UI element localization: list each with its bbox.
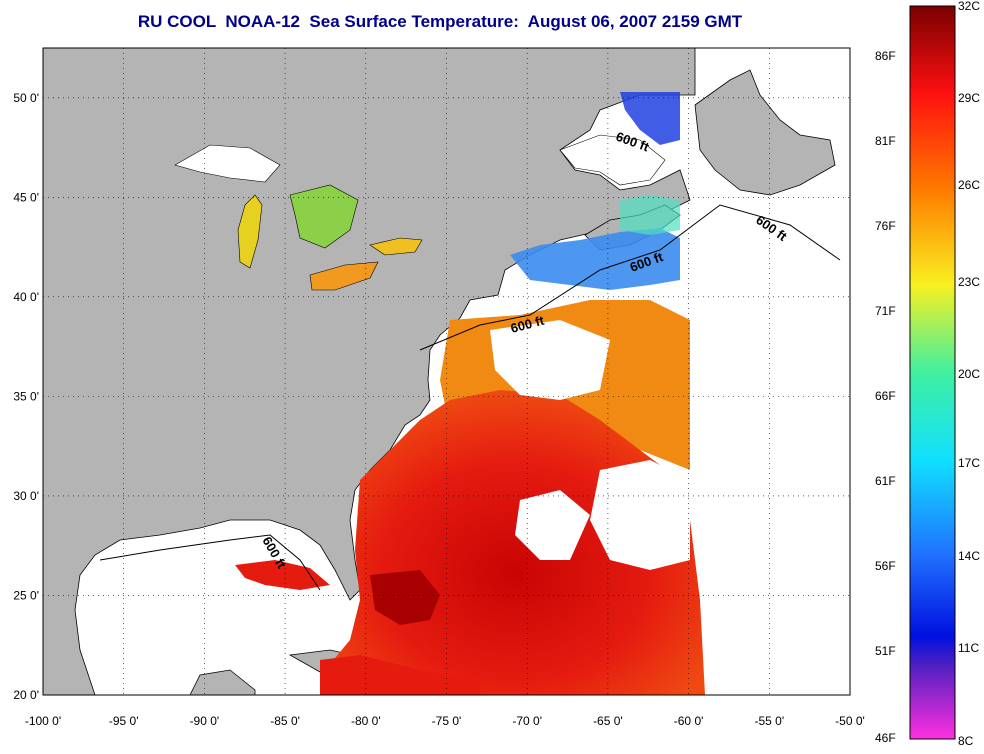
gulf-st-lawrence [559, 134, 666, 186]
x-tick-label: -55 0' [754, 714, 784, 728]
y-tick-label: 45 0' [13, 190, 39, 204]
cloud-gap-3 [490, 320, 610, 400]
sst-cool-patch [510, 228, 680, 290]
sst-florida-core [370, 570, 440, 625]
sst-gulf-patch [235, 560, 330, 590]
map-title: RU COOL NOAA-12 Sea Surface Temperature:… [137, 12, 743, 31]
sst-cyan-patch [620, 195, 680, 235]
y-tick-label: 35 0' [13, 389, 39, 403]
x-tick-label: -100 0' [25, 714, 61, 728]
x-axis: -100 0' -95 0' -90 0' -85 0' -80 0' -75 0' -70… [25, 714, 865, 728]
x-tick-label: -80 0' [351, 714, 381, 728]
contour-600ft [419, 204, 841, 351]
y-tick-label: 50 0' [13, 91, 39, 105]
y-tick-label: 30 0' [13, 489, 39, 503]
y-axis: 50 0' 45 0' 40 0' 35 0' 30 0' 25 0' 20 0' [13, 91, 39, 702]
y-tick-label: 40 0' [13, 290, 39, 304]
x-tick-label: -70 0' [512, 714, 542, 728]
x-tick-label: -85 0' [270, 714, 300, 728]
land-newfoundland [694, 69, 836, 196]
x-tick-label: -50 0' [835, 714, 865, 728]
x-tick-label: -65 0' [593, 714, 623, 728]
sst-caribbean-patch [320, 655, 480, 695]
y-tick-label: 20 0' [13, 688, 39, 702]
x-tick-label: -90 0' [190, 714, 220, 728]
x-tick-label: -60 0' [674, 714, 704, 728]
lake-superior [174, 144, 281, 183]
cloud-gap-1 [590, 460, 690, 570]
contour-600ft-gulf [99, 534, 321, 591]
land-yucatan [189, 669, 256, 695]
lake-michigan [237, 194, 263, 269]
x-tick-label: -75 0' [432, 714, 462, 728]
map-frame [42, 47, 851, 696]
sst-north-blue [620, 92, 680, 145]
land-north-america [43, 48, 696, 695]
x-tick-label: -95 0' [109, 714, 139, 728]
cloud-gap-2 [515, 490, 590, 560]
lake-erie [309, 261, 379, 291]
lake-huron [289, 184, 359, 249]
y-tick-label: 25 0' [13, 588, 39, 602]
lake-ontario [369, 237, 423, 256]
